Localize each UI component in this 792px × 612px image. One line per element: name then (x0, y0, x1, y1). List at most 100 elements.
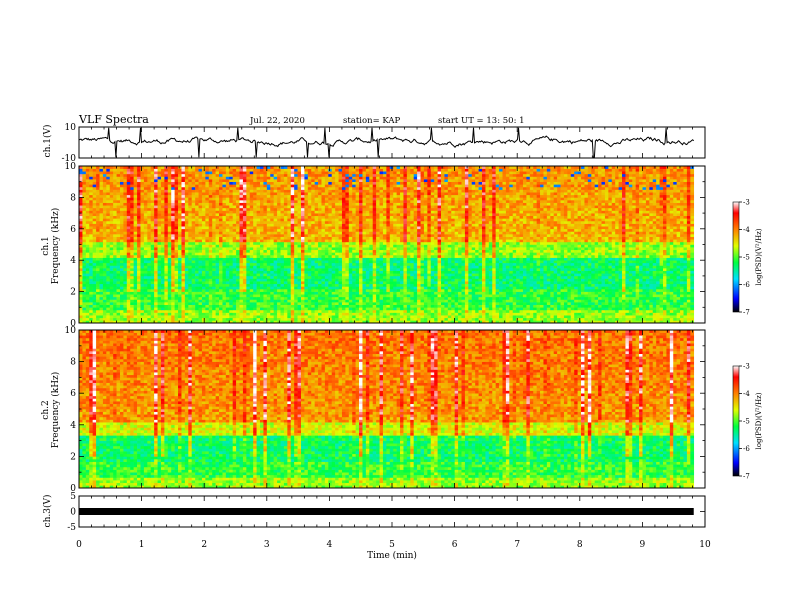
heatmap-cell (656, 278, 660, 282)
heatmap-cell (587, 296, 592, 300)
heatmap-cell (150, 260, 155, 264)
heatmap-cell (447, 309, 452, 313)
heatmap-cell (130, 270, 134, 274)
heatmap-cell (222, 262, 227, 266)
heatmap-cell (604, 265, 609, 269)
heatmap-cell (389, 315, 394, 319)
heatmap-cell (181, 278, 186, 282)
heatmap-cell (618, 294, 623, 298)
heatmap-cell (642, 262, 647, 266)
heatmap-cell (400, 265, 404, 269)
heatmap-cell (454, 317, 459, 321)
heatmap-cell (649, 296, 654, 300)
heatmap-cell (427, 296, 432, 300)
heatmap-cell (642, 286, 647, 290)
heatmap-cell (178, 294, 182, 298)
heatmap-cell (663, 291, 667, 295)
heatmap-cell (260, 265, 264, 269)
heatmap-cell (563, 296, 568, 300)
heatmap-cell (690, 296, 695, 300)
heatmap-cell (550, 299, 555, 303)
heatmap-cell (222, 299, 227, 303)
heatmap-cell (639, 291, 643, 295)
heatmap-cell (311, 296, 315, 300)
heatmap-cell (348, 320, 353, 324)
heatmap-cell (420, 288, 425, 292)
heatmap-cell (536, 252, 541, 256)
heatmap-cell (492, 262, 496, 266)
heatmap-cell (406, 262, 411, 266)
heatmap-cell (669, 275, 674, 279)
heatmap-cell (331, 270, 336, 274)
heatmap-cell (649, 286, 654, 290)
heatmap-cell (89, 307, 93, 311)
heatmap-cell (376, 291, 380, 295)
heatmap-cell (389, 312, 394, 316)
heatmap-cell (89, 273, 93, 277)
heatmap-cell (406, 270, 411, 274)
heatmap-cell (359, 278, 363, 282)
heatmap-cell (219, 312, 223, 316)
heatmap-cell (444, 294, 449, 298)
heatmap-cell (85, 268, 90, 271)
heatmap-cell (106, 278, 111, 282)
heatmap-cell (413, 302, 418, 305)
heatmap-cell (376, 286, 380, 290)
heatmap-cell (468, 278, 473, 282)
heatmap-cell (437, 317, 442, 321)
heatmap-cell (184, 270, 189, 274)
heatmap-cell (150, 262, 155, 266)
heatmap-cell (297, 286, 302, 290)
heatmap-cell (359, 268, 363, 271)
heatmap-cell (348, 307, 353, 311)
heatmap-cell (321, 270, 326, 274)
heatmap-cell (461, 296, 466, 300)
heatmap-cell (604, 257, 609, 261)
heatmap-cell (82, 307, 87, 311)
heatmap-cell (680, 286, 684, 290)
heatmap-cell (311, 275, 315, 279)
heatmap-cell (594, 254, 599, 258)
heatmap-cell (423, 281, 428, 285)
heatmap-cell (205, 252, 210, 256)
heatmap-cell (481, 307, 486, 311)
heatmap-cell (171, 262, 175, 266)
heatmap-cell (89, 270, 93, 274)
heatmap-cell (666, 283, 671, 287)
heatmap-cell (102, 312, 107, 316)
heatmap-cell (622, 278, 626, 282)
heatmap-cell (441, 302, 445, 305)
heatmap-cell (246, 307, 251, 311)
heatmap-cell (526, 286, 531, 290)
heatmap-cell (611, 254, 616, 258)
heatmap-cell (430, 309, 435, 313)
heatmap-cell (680, 307, 684, 311)
heatmap-cell (345, 294, 350, 298)
heatmap-cell (379, 307, 384, 311)
heatmap-cell (123, 312, 128, 316)
heatmap-cell (673, 265, 677, 269)
heatmap-cell (475, 254, 479, 258)
heatmap-cell (116, 294, 121, 298)
heatmap-cell (201, 312, 206, 316)
heatmap-cell (481, 275, 486, 279)
heatmap-cell (615, 270, 619, 274)
heatmap-cell (208, 257, 213, 261)
heatmap-cell (625, 283, 630, 287)
heatmap-cell (178, 288, 182, 292)
heatmap-cell (314, 304, 319, 308)
heatmap-cell (666, 270, 671, 274)
heatmap-cell (645, 307, 650, 311)
heatmap-cell (150, 288, 155, 292)
heatmap-cell (266, 309, 271, 313)
heatmap-cell (598, 312, 602, 316)
heatmap-cell (379, 260, 384, 264)
heatmap-cell (232, 254, 237, 258)
heatmap-cell (570, 291, 575, 295)
heatmap-cell (406, 249, 411, 253)
heatmap-cell (393, 309, 397, 313)
heatmap-cell (656, 304, 660, 308)
heatmap-cell (297, 281, 302, 285)
heatmap-cell (184, 257, 189, 261)
heatmap-cell (628, 294, 633, 298)
